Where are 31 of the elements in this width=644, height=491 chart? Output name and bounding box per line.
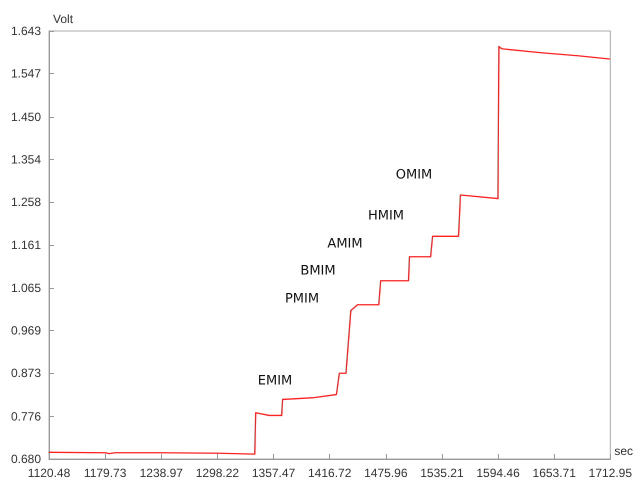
y-tick-label: 1.354 xyxy=(11,152,42,166)
y-tick-label: 0.873 xyxy=(11,366,42,380)
x-tick-label: 1238.97 xyxy=(140,466,184,480)
x-tick-label: 1357.47 xyxy=(252,466,296,480)
y-axis-title: Volt xyxy=(53,12,74,26)
y-tick-label: 0.969 xyxy=(11,324,42,338)
x-tick-label: 1120.48 xyxy=(28,466,71,480)
x-tick-label: 1179.73 xyxy=(84,466,127,480)
y-tick-label: 1.161 xyxy=(11,238,42,252)
y-tick-label: 1.065 xyxy=(11,280,42,295)
x-tick-label: 1712.95 xyxy=(588,466,632,480)
x-tick-label: 1298.22 xyxy=(196,466,240,480)
y-tick-label: 0.680 xyxy=(11,452,42,466)
y-tick-label: 0.776 xyxy=(11,409,42,424)
y-tick-label: 1.258 xyxy=(11,195,42,210)
x-tick-label: 1475.96 xyxy=(364,466,408,480)
annotation: EMIM xyxy=(258,374,292,388)
y-tick-label: 1.643 xyxy=(11,24,42,38)
line-series xyxy=(48,46,610,455)
x-tick-label: 1535.21 xyxy=(420,466,464,480)
annotation: HMIM xyxy=(368,208,404,224)
y-tick-label: 1.547 xyxy=(11,66,42,81)
annotation: BMIM xyxy=(300,264,336,278)
x-tick-label: 1653.71 xyxy=(532,466,576,480)
x-axis-title: sec xyxy=(614,444,634,458)
x-tick-label: 1416.72 xyxy=(308,466,352,480)
annotation: OMIM xyxy=(396,168,432,182)
annotation: AMIM xyxy=(327,236,363,252)
y-tick-label: 1.450 xyxy=(11,110,42,124)
annotation: PMIM xyxy=(284,292,320,306)
x-tick-label: 1594.46 xyxy=(476,466,520,480)
